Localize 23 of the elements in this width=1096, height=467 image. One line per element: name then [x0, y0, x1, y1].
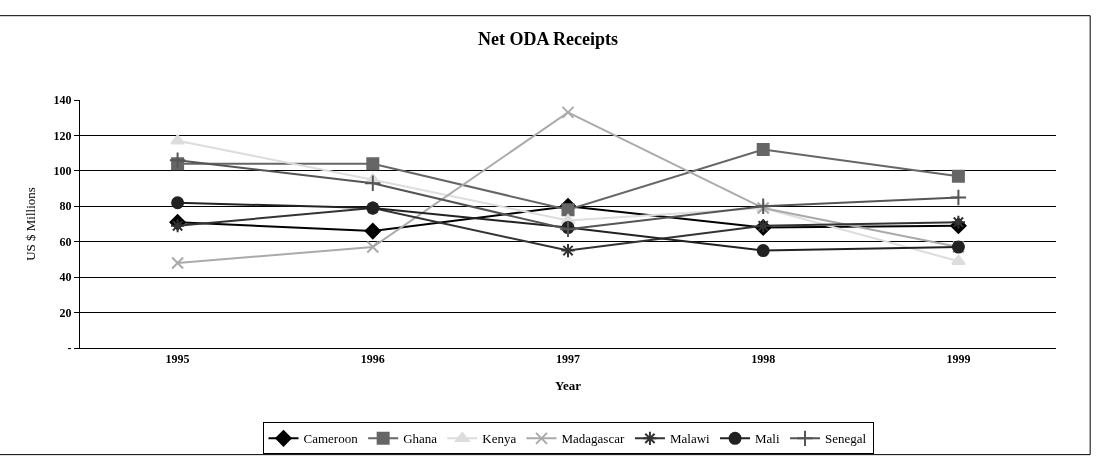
- x-tick-label: 1999: [946, 352, 971, 367]
- x-tick-label: 1995: [165, 352, 190, 367]
- x-axis-title: Year: [555, 378, 582, 393]
- y-tick-label: 120: [53, 128, 72, 143]
- legend-label: Madagascar: [561, 431, 625, 447]
- legend-label: Kenya: [482, 431, 517, 447]
- legend-label: Mali: [755, 431, 780, 447]
- x-tick-label: 1998: [751, 352, 776, 367]
- legend-label: Cameroon: [303, 431, 359, 447]
- y-tick-label: 20: [59, 305, 72, 320]
- y-tick-label: 40: [59, 270, 72, 285]
- y-tick-label: 60: [59, 234, 72, 249]
- legend-label: Senegal: [824, 431, 867, 447]
- legend-label: Malawi: [669, 431, 711, 447]
- y-axis-title: US $ Millions: [22, 187, 38, 261]
- y-tick-label: 100: [53, 164, 72, 179]
- legend-label: Ghana: [403, 431, 438, 447]
- y-tick-label: 140: [53, 93, 72, 108]
- y-tick-label: 80: [59, 199, 72, 214]
- y-tick-label: -: [67, 341, 72, 356]
- x-tick-label: 1997: [556, 352, 580, 367]
- chart-title: Net ODA Receipts: [478, 29, 618, 50]
- x-tick-label: 1996: [360, 352, 385, 367]
